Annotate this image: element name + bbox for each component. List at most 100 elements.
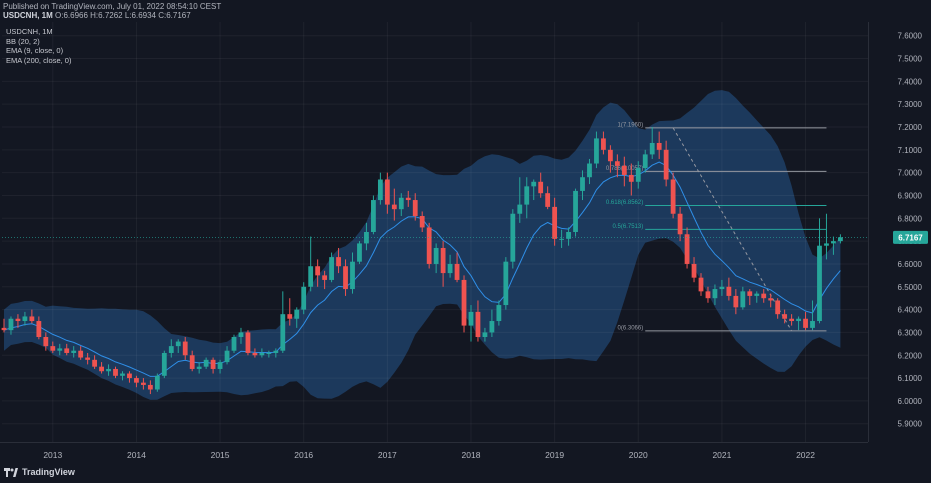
candle[interactable] <box>531 179 537 201</box>
candle[interactable] <box>71 346 77 358</box>
legend-ema200[interactable]: EMA (200, close, 0) <box>6 55 72 65</box>
candle[interactable] <box>426 222 432 269</box>
candle[interactable] <box>154 373 160 392</box>
candle[interactable] <box>768 293 774 308</box>
candle[interactable] <box>594 131 599 169</box>
candle[interactable] <box>231 334 237 353</box>
candle[interactable] <box>294 307 300 328</box>
candle[interactable] <box>64 343 70 356</box>
candle[interactable] <box>141 378 146 390</box>
candle[interactable] <box>796 316 801 331</box>
candle[interactable] <box>705 286 711 303</box>
candle[interactable] <box>315 259 321 287</box>
candle[interactable] <box>489 309 495 337</box>
candle[interactable] <box>182 337 188 360</box>
candle[interactable] <box>656 131 662 159</box>
candle[interactable] <box>740 286 746 310</box>
candle[interactable] <box>147 380 153 395</box>
candle[interactable] <box>789 314 795 326</box>
candle[interactable] <box>210 357 216 374</box>
candle[interactable] <box>601 131 606 155</box>
candle[interactable] <box>831 236 836 255</box>
fib-retracement[interactable]: 1(7.1960)0.786(7.0057)0.618(6.8562)0.5(6… <box>606 122 827 332</box>
candle[interactable] <box>663 140 669 187</box>
candle[interactable] <box>371 195 376 235</box>
candle[interactable] <box>726 277 732 301</box>
candle[interactable] <box>36 316 42 340</box>
candle[interactable] <box>559 229 564 248</box>
candle[interactable] <box>761 289 767 303</box>
candle[interactable] <box>552 197 558 246</box>
candle[interactable] <box>22 311 28 326</box>
candle[interactable] <box>266 350 272 358</box>
candle[interactable] <box>677 206 683 242</box>
candle[interactable] <box>824 213 829 260</box>
candle[interactable] <box>217 359 223 374</box>
candle[interactable] <box>775 298 781 319</box>
candle[interactable] <box>510 209 516 269</box>
tradingview-logo[interactable]: TradingView <box>4 467 75 477</box>
candle[interactable] <box>287 298 293 326</box>
candle[interactable] <box>364 222 369 251</box>
candle[interactable] <box>329 252 334 283</box>
candle[interactable] <box>691 257 697 283</box>
candle[interactable] <box>803 311 808 331</box>
candle[interactable] <box>322 270 328 290</box>
last-price-badge[interactable] <box>893 230 928 244</box>
candle[interactable] <box>189 350 195 372</box>
candle[interactable] <box>642 149 648 173</box>
candle[interactable] <box>810 300 815 331</box>
candle[interactable] <box>524 177 530 219</box>
candle[interactable] <box>733 289 739 315</box>
candle[interactable] <box>621 156 627 187</box>
candle[interactable] <box>245 330 251 356</box>
candle[interactable] <box>635 161 641 189</box>
time-axis[interactable]: 2013 2014 2015 2016 2017 2018 2019 2020 2021 2022 <box>0 442 868 461</box>
candle[interactable] <box>698 273 704 296</box>
candle[interactable] <box>719 279 725 296</box>
candle[interactable] <box>78 346 84 360</box>
candle[interactable] <box>308 236 314 292</box>
candles[interactable] <box>1 127 843 395</box>
candle[interactable] <box>252 348 258 358</box>
candle[interactable] <box>120 371 125 381</box>
candle[interactable] <box>15 314 21 328</box>
candle[interactable] <box>127 371 132 383</box>
legend-symbol[interactable]: USDCNH, 1M <box>6 27 53 36</box>
candle[interactable] <box>113 366 118 379</box>
candle[interactable] <box>203 357 209 369</box>
candle[interactable] <box>238 327 244 344</box>
candle[interactable] <box>99 362 104 374</box>
candle[interactable] <box>461 275 467 333</box>
candle[interactable] <box>398 193 404 217</box>
candle[interactable] <box>343 259 348 296</box>
candle[interactable] <box>447 254 453 278</box>
candle[interactable] <box>301 282 307 315</box>
candle[interactable] <box>782 309 788 324</box>
candle[interactable] <box>754 291 760 303</box>
legend-ema9[interactable]: EMA (9, close, 0) <box>6 46 64 55</box>
candle[interactable] <box>468 305 474 342</box>
candle[interactable] <box>8 316 14 335</box>
candle[interactable] <box>29 309 35 324</box>
candle[interactable] <box>57 343 63 356</box>
candle[interactable] <box>517 177 523 223</box>
candle[interactable] <box>684 227 690 269</box>
candle[interactable] <box>350 252 355 294</box>
candle[interactable] <box>377 172 383 205</box>
candle[interactable] <box>817 218 822 324</box>
candle[interactable] <box>405 190 411 207</box>
candle[interactable] <box>161 350 167 379</box>
candle[interactable] <box>224 346 230 365</box>
candle[interactable] <box>273 348 279 358</box>
candle[interactable] <box>175 339 181 353</box>
candle[interactable] <box>545 186 551 210</box>
candle[interactable] <box>440 241 446 287</box>
candle[interactable] <box>168 339 174 358</box>
candle[interactable] <box>670 172 676 219</box>
candle[interactable] <box>384 172 390 214</box>
candle[interactable] <box>475 300 481 342</box>
candle[interactable] <box>454 252 460 283</box>
candle[interactable] <box>503 257 509 310</box>
candle[interactable] <box>496 300 502 326</box>
